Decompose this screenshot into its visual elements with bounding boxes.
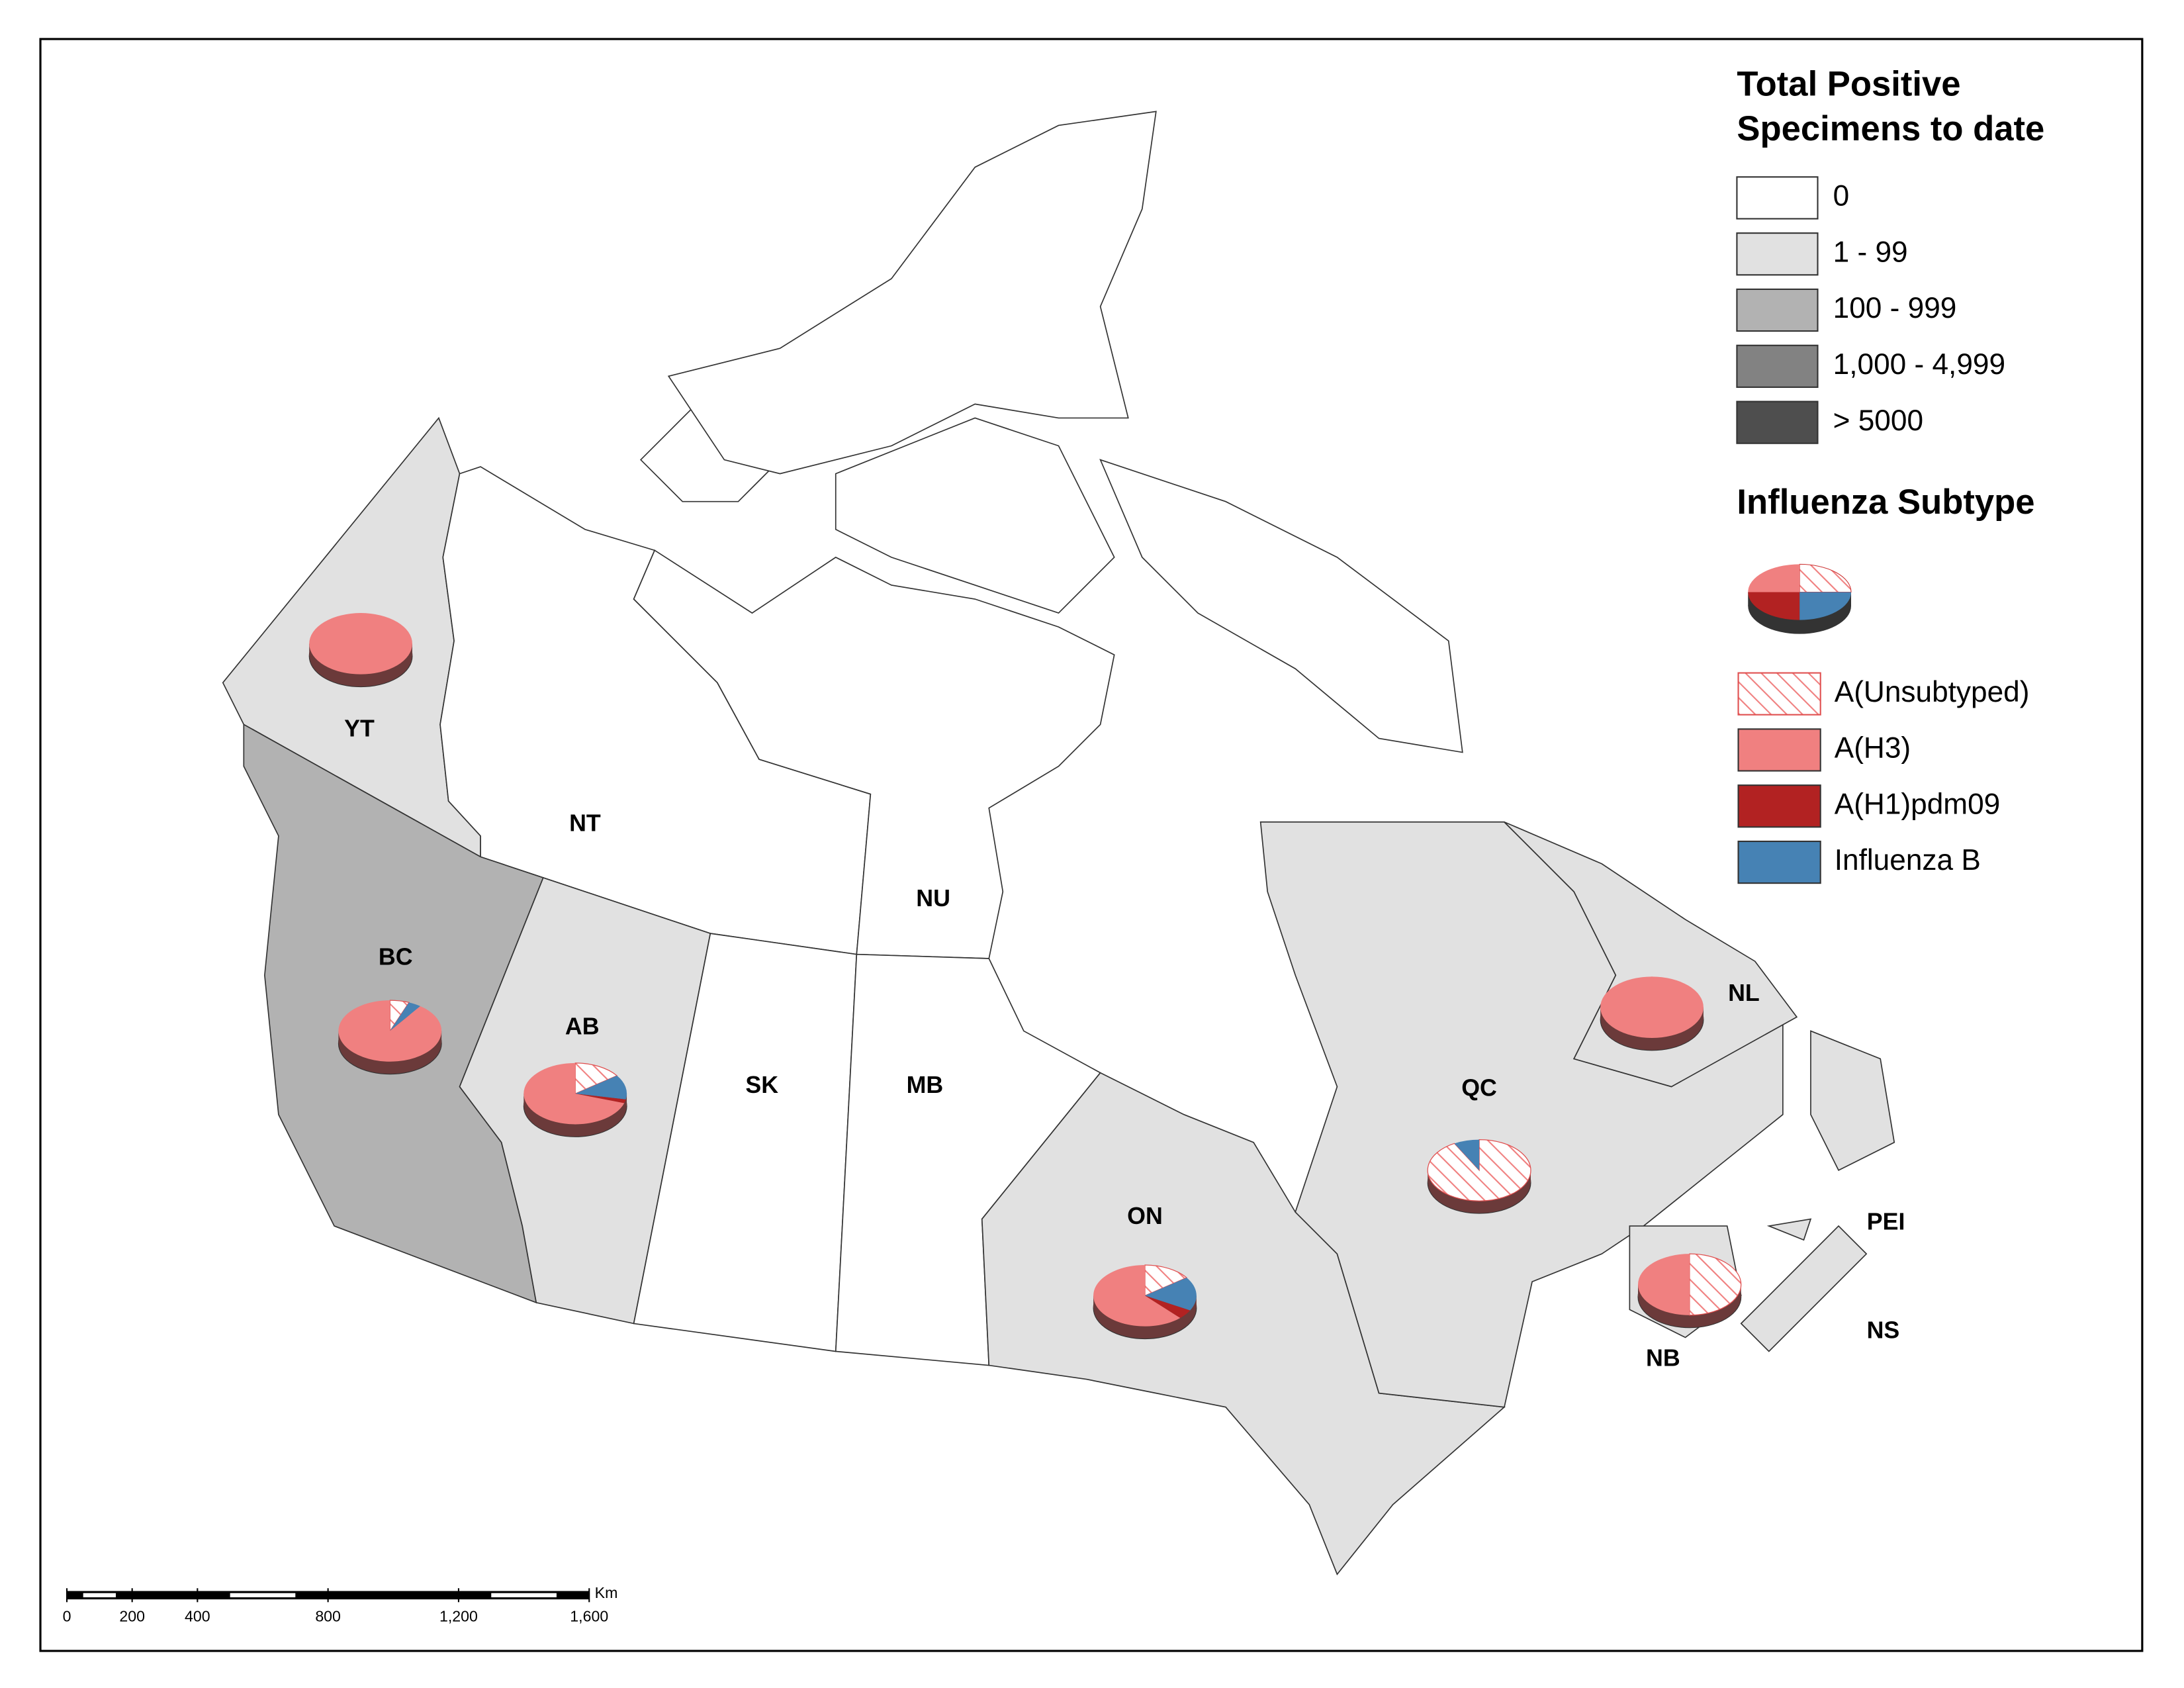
legend-subtitle: Influenza Subtype — [1737, 483, 2034, 522]
legend-swatch — [1736, 232, 1819, 276]
pie-slice — [1093, 1265, 1181, 1327]
legend-subtypes: A(Unsubtyped) A(H3) A(H1)pdm09 Influenza B — [1737, 672, 2030, 884]
province-labels: YT NT NU BC AB SK MB ON QC NL NB PEI NS — [344, 715, 1905, 1371]
pie-slice — [574, 1062, 618, 1095]
legend-label: 1 - 99 — [1833, 236, 1908, 268]
scale-segment — [83, 1593, 116, 1597]
pie-slice — [1427, 1139, 1531, 1201]
province — [1810, 1030, 1895, 1172]
province — [1766, 1218, 1812, 1241]
pie-slice — [389, 1000, 410, 1033]
province-label: QC — [1461, 1074, 1497, 1101]
province — [1740, 1225, 1868, 1352]
legend-swatch — [1736, 176, 1819, 220]
legend-swatch — [1737, 728, 1821, 772]
legend-swatch — [1736, 288, 1819, 332]
legend-classes: 0 1 - 99 100 - 999 1,000 - 4,999 > 5000 — [1736, 176, 2005, 444]
legend-swatch — [1737, 672, 1821, 716]
pie-slice — [1144, 1278, 1197, 1311]
scale-segment — [230, 1593, 296, 1597]
scale-unit: Km — [595, 1584, 618, 1601]
pie-slice — [309, 613, 412, 675]
pie-slice — [575, 1094, 626, 1103]
pie-slice — [1600, 976, 1704, 1038]
legend-swatch — [1736, 344, 1819, 388]
legend-label: > 5000 — [1833, 404, 1923, 437]
legend-swatch — [1737, 840, 1821, 884]
pie-slice — [1454, 1139, 1480, 1170]
pie-slice — [1144, 1264, 1188, 1297]
province-label: ON — [1127, 1203, 1163, 1229]
legend-title: Total Positive — [1737, 64, 1960, 103]
scale-segment — [491, 1593, 557, 1597]
province — [1504, 821, 1798, 1088]
pies — [308, 613, 1742, 1340]
province — [667, 111, 1157, 475]
legend-swatch — [1737, 784, 1821, 828]
province-label: MB — [907, 1072, 944, 1098]
province-label: BC — [379, 943, 413, 970]
province-label: PEI — [1867, 1208, 1905, 1235]
pie-slice — [338, 1000, 442, 1062]
province — [835, 417, 1115, 614]
legend-label: 100 - 999 — [1833, 292, 1957, 324]
pie-slice — [1144, 1295, 1191, 1319]
province-label: SK — [745, 1072, 778, 1098]
provinces — [222, 111, 1895, 1575]
scale-label: 800 — [315, 1608, 341, 1625]
legend-swatch — [1736, 400, 1819, 444]
scale-label: 0 — [63, 1608, 71, 1625]
scale-label: 1,200 — [439, 1608, 478, 1625]
province-label: NS — [1867, 1317, 1900, 1343]
province — [981, 1072, 1506, 1575]
pie-slice — [1689, 1253, 1742, 1316]
province-label: NU — [916, 885, 950, 912]
pie-slice — [1638, 1254, 1690, 1315]
province-label: NL — [1728, 980, 1760, 1006]
legend-label: A(Unsubtyped) — [1835, 676, 2030, 708]
province-label: NB — [1646, 1345, 1680, 1372]
legend-label: Influenza B — [1835, 844, 1981, 876]
scale-bar: 0 200 400 800 1,200 1,600 Km — [63, 1584, 618, 1625]
legend-label: A(H3) — [1835, 732, 1911, 765]
legend-label: 0 — [1833, 180, 1850, 212]
province — [633, 549, 1115, 959]
province-label: YT — [344, 715, 375, 741]
province — [1099, 459, 1463, 753]
scale-label: 400 — [185, 1608, 210, 1625]
province-label: AB — [565, 1013, 600, 1040]
legend-pie-icon — [1748, 563, 1852, 634]
scale-label: 1,600 — [570, 1608, 608, 1625]
pie-slice — [523, 1062, 625, 1125]
legend-title: Specimens to date — [1737, 109, 2044, 148]
frame — [39, 38, 2144, 1652]
scale-label: 200 — [119, 1608, 145, 1625]
legend-label: A(H1)pdm09 — [1835, 788, 2000, 820]
province-label: NT — [569, 810, 601, 836]
legend-label: 1,000 - 4,999 — [1833, 348, 2005, 381]
pie-slice — [390, 1002, 421, 1031]
pie-slice — [575, 1075, 627, 1100]
